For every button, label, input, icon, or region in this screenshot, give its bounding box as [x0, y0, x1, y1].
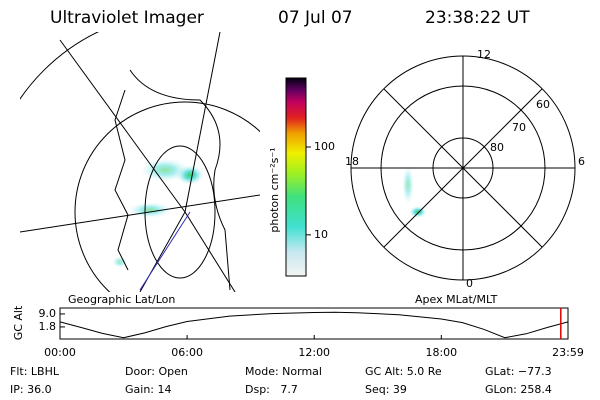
param: Mode: Normal — [245, 365, 322, 378]
lat-label: 80 — [490, 141, 504, 154]
mlt-label: 12 — [477, 48, 491, 61]
param: GLon: 258.4 — [485, 383, 552, 396]
x-tick-label: 12:00 — [298, 346, 330, 359]
map-caption: Geographic Lat/Lon — [68, 293, 175, 306]
mlt-map — [350, 55, 576, 281]
param: Seq: 39 — [365, 383, 407, 396]
y-tick-label: 9.0 — [39, 307, 57, 320]
colorbar-label: photon cm⁻²s⁻¹ — [268, 147, 281, 232]
time: 23:38:22 UT — [425, 8, 530, 28]
x-tick-label: 23:59 — [552, 346, 584, 359]
colorbar — [285, 77, 307, 277]
mlt-label: 18 — [345, 155, 359, 168]
param: Flt: LBHL — [10, 365, 60, 378]
mlt-label: 6 — [578, 155, 585, 168]
instrument: Ultraviolet Imager — [50, 8, 204, 28]
param: Gain: 14 — [125, 383, 172, 396]
param: GLat: −77.3 — [485, 365, 552, 378]
param: Dsp: 7.7 — [245, 383, 298, 396]
colorbar-tick-label: 10 — [314, 228, 328, 241]
footer: Flt: LBHL Door: Open Mode: Normal GC Alt… — [10, 365, 552, 396]
param: IP: 36.0 — [10, 383, 52, 396]
param: GC Alt: 5.0 Re — [365, 365, 442, 378]
colorbar-tick-label: 100 — [314, 140, 335, 153]
lat-label: 60 — [536, 98, 550, 111]
mlt-label: 0 — [466, 277, 473, 290]
geographic-map — [20, 32, 260, 292]
x-tick-label: 18:00 — [425, 346, 457, 359]
altitude-line — [59, 311, 569, 339]
x-tick-label: 00:00 — [44, 346, 76, 359]
orbit-ylabel: GC Alt — [12, 305, 25, 340]
x-tick-label: 06:00 — [171, 346, 203, 359]
y-tick-label: 1.8 — [39, 320, 57, 333]
param: Door: Open — [125, 365, 188, 378]
lat-label: 70 — [512, 121, 526, 134]
map-caption: Apex MLat/MLT — [415, 293, 498, 306]
date: 07 Jul 07 — [278, 8, 353, 28]
